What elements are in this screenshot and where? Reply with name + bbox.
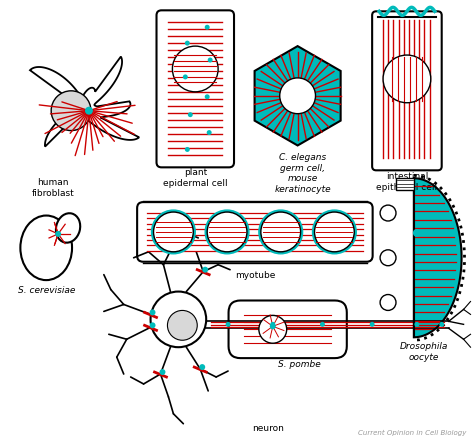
Circle shape	[205, 94, 210, 99]
Circle shape	[199, 364, 205, 370]
Circle shape	[51, 91, 91, 131]
Circle shape	[167, 310, 197, 340]
Circle shape	[270, 322, 275, 327]
Circle shape	[226, 322, 230, 327]
Circle shape	[439, 322, 444, 327]
Circle shape	[151, 292, 206, 347]
Circle shape	[188, 112, 193, 117]
Circle shape	[207, 130, 212, 135]
Ellipse shape	[20, 216, 72, 280]
Circle shape	[55, 231, 61, 237]
Circle shape	[370, 322, 374, 327]
Circle shape	[202, 267, 208, 273]
Text: intestinal
epithelial cell: intestinal epithelial cell	[376, 172, 438, 192]
Polygon shape	[414, 178, 462, 337]
Text: plant
epidermal cell: plant epidermal cell	[163, 168, 228, 188]
Circle shape	[205, 210, 249, 254]
Circle shape	[259, 315, 287, 343]
Text: C. elegans
germ cell,
mouse
keratinocyte: C. elegans germ cell, mouse keratinocyte	[274, 153, 331, 194]
Circle shape	[173, 46, 218, 92]
Circle shape	[185, 147, 190, 152]
Circle shape	[320, 322, 325, 327]
Polygon shape	[30, 56, 139, 146]
Circle shape	[152, 210, 195, 254]
Polygon shape	[255, 46, 341, 146]
Circle shape	[85, 107, 93, 115]
Text: Current Opinion in Cell Biology: Current Opinion in Cell Biology	[358, 430, 466, 436]
Circle shape	[159, 369, 165, 375]
Ellipse shape	[56, 213, 80, 243]
Text: human
fibroblast: human fibroblast	[32, 178, 74, 198]
Circle shape	[150, 322, 155, 328]
Circle shape	[414, 322, 419, 327]
Circle shape	[380, 250, 396, 266]
Circle shape	[183, 75, 188, 79]
Circle shape	[383, 55, 431, 103]
Circle shape	[413, 229, 421, 237]
FancyBboxPatch shape	[396, 178, 414, 190]
FancyBboxPatch shape	[228, 300, 347, 358]
Circle shape	[259, 210, 302, 254]
Circle shape	[208, 57, 213, 63]
Circle shape	[380, 295, 396, 310]
FancyBboxPatch shape	[372, 11, 442, 170]
FancyBboxPatch shape	[156, 10, 234, 167]
Circle shape	[261, 212, 301, 252]
Circle shape	[315, 212, 354, 252]
Text: S. pombe: S. pombe	[278, 360, 321, 369]
Text: S. cerevisiae: S. cerevisiae	[18, 286, 75, 295]
Circle shape	[150, 310, 155, 315]
FancyBboxPatch shape	[137, 202, 373, 262]
Circle shape	[280, 78, 316, 114]
Circle shape	[207, 212, 247, 252]
Circle shape	[185, 41, 190, 45]
Text: Drosophila
oocyte: Drosophila oocyte	[400, 342, 448, 362]
Circle shape	[312, 210, 356, 254]
Circle shape	[154, 212, 193, 252]
Circle shape	[380, 205, 396, 221]
Text: neuron: neuron	[252, 424, 284, 433]
Circle shape	[270, 323, 276, 329]
Circle shape	[205, 25, 210, 30]
Text: myotube: myotube	[235, 271, 275, 280]
